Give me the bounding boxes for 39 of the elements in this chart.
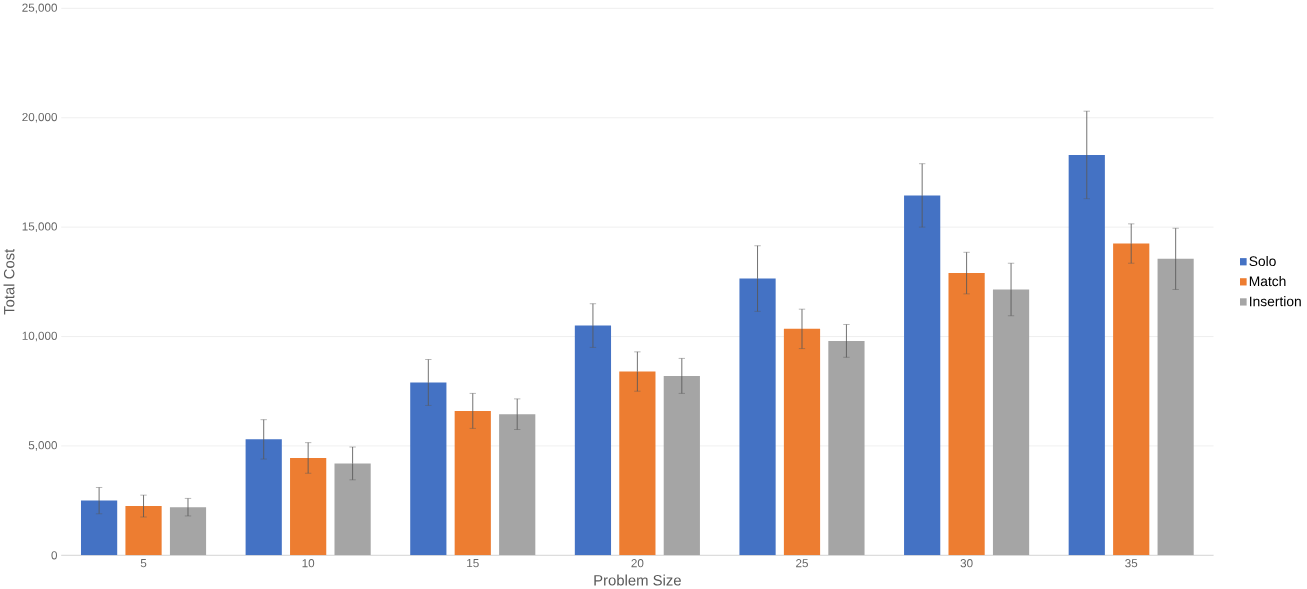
bar — [1113, 243, 1150, 556]
y-tick-label: 20,000 — [22, 112, 58, 123]
x-tick-label: 25 — [796, 559, 808, 568]
bar — [1068, 154, 1105, 556]
bar — [828, 340, 865, 556]
x-tick-label: 30 — [960, 559, 973, 568]
bar — [904, 195, 941, 556]
y-tick-label: 25,000 — [22, 3, 58, 14]
bar — [783, 328, 821, 556]
bar — [1157, 258, 1194, 556]
bar — [290, 457, 327, 556]
x-tick-label: 20 — [631, 559, 644, 568]
bar — [125, 506, 162, 556]
bar — [948, 273, 985, 556]
bar — [169, 507, 207, 556]
y-tick-label: 10,000 — [22, 331, 58, 342]
y-tick-label: 15,000 — [22, 222, 58, 232]
bar — [663, 375, 700, 556]
legend-label: Insertion — [1250, 296, 1301, 307]
bar — [499, 414, 536, 556]
x-tick-label: 35 — [1125, 559, 1138, 568]
y-tick-label: 0 — [51, 551, 58, 560]
y-tick-label: 5,000 — [28, 441, 58, 451]
x-axis-title: Problem Size — [594, 574, 681, 586]
bar — [992, 289, 1030, 556]
bar — [574, 325, 612, 556]
y-axis-title: Total Cost — [3, 248, 15, 315]
bar — [410, 382, 447, 556]
x-tick-label: 10 — [302, 559, 315, 568]
legend-label: Match — [1249, 276, 1286, 287]
bar — [334, 463, 371, 556]
bar — [454, 410, 491, 556]
bar — [619, 371, 656, 556]
x-tick-label: 5 — [140, 559, 147, 568]
bar — [245, 439, 282, 556]
bar — [80, 500, 118, 556]
bar — [739, 278, 776, 556]
x-tick-label: 15 — [467, 559, 479, 568]
legend-label: Solo — [1249, 255, 1276, 267]
